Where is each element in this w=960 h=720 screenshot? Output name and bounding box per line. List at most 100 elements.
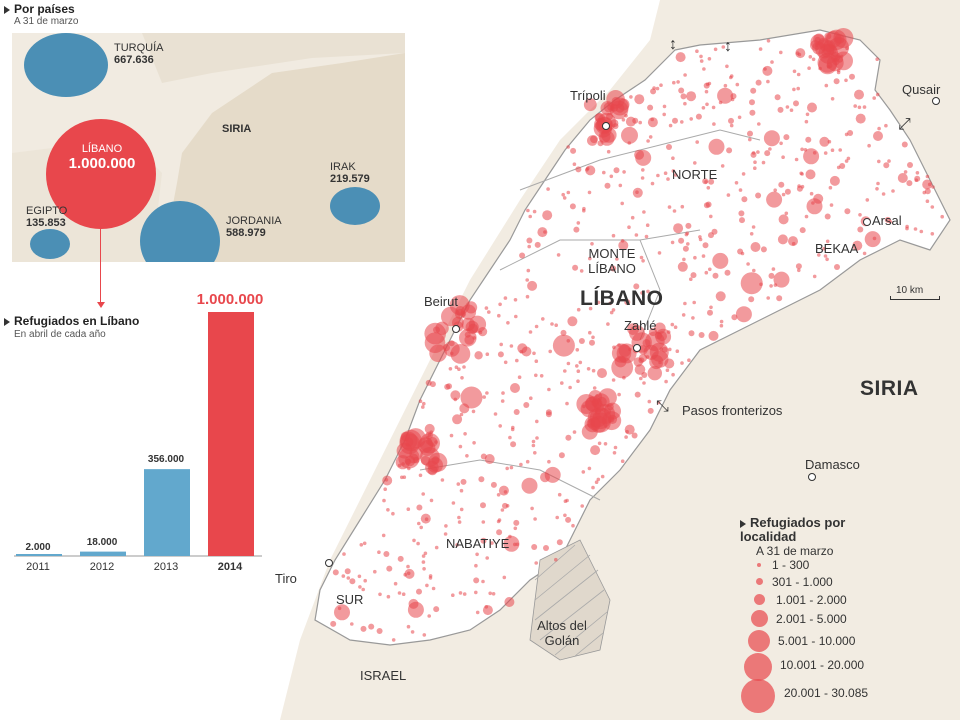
- refugee-dot: [925, 174, 930, 179]
- label-turquia: TURQUÍA 667.636: [114, 42, 164, 66]
- refugee-dot: [746, 262, 750, 266]
- refugee-dot: [682, 257, 686, 262]
- refugee-dot: [853, 104, 857, 108]
- refugee-dot: [747, 130, 753, 137]
- refugee-dot: [671, 169, 676, 173]
- refugee-dot: [503, 535, 520, 552]
- refugee-dot: [695, 113, 702, 120]
- refugee-dot: [795, 263, 802, 270]
- refugee-dot: [443, 532, 448, 536]
- refugee-dot: [729, 123, 734, 128]
- refugee-dot: [688, 330, 695, 337]
- refugee-dot: [862, 251, 867, 256]
- refugee-dot: [763, 130, 780, 147]
- refugee-dot: [460, 478, 467, 485]
- refugee-dot: [750, 87, 757, 94]
- refugee-dot: [662, 112, 666, 117]
- refugee-dot: [450, 344, 471, 364]
- refugee-dot: [906, 180, 913, 187]
- legend-circle-5: [748, 630, 770, 652]
- refugee-dot: [575, 348, 580, 352]
- refugee-dot: [363, 578, 368, 583]
- refugee-dot: [397, 591, 402, 595]
- refugee-dot: [844, 78, 848, 83]
- refugee-dot: [361, 587, 366, 592]
- refugee-dot: [462, 365, 466, 369]
- refugee-dot: [446, 383, 452, 390]
- refugee-dot: [604, 402, 621, 420]
- refugee-dot: [729, 74, 734, 78]
- legend-circle-1: [757, 563, 761, 567]
- refugee-dot: [558, 452, 565, 459]
- refugee-dot: [383, 487, 388, 492]
- refugee-dot: [701, 106, 706, 110]
- refugee-dot: [647, 117, 658, 128]
- refugee-dot: [940, 214, 944, 219]
- refugee-dot: [498, 424, 503, 428]
- bar-year-2014: 2014: [217, 561, 243, 573]
- refugee-dot: [708, 178, 715, 185]
- refugee-dot: [642, 381, 646, 385]
- refugee-dot: [755, 192, 762, 199]
- refugee-dot: [930, 232, 935, 236]
- refugee-dot: [855, 113, 866, 124]
- refugee-dot: [534, 359, 539, 364]
- refugee-dot: [634, 233, 639, 237]
- label-pasos-fronterizos: Pasos fronterizos: [682, 403, 783, 418]
- country-label-israel: ISRAEL: [360, 668, 407, 683]
- refugee-dot: [360, 625, 367, 632]
- refugee-dot: [519, 462, 523, 467]
- refugee-dot: [645, 223, 650, 227]
- refugee-dot: [702, 67, 706, 71]
- refugee-dot: [542, 210, 553, 221]
- refugee-dot: [615, 257, 619, 261]
- refugee-dot: [808, 55, 813, 59]
- refugee-dot: [485, 556, 490, 560]
- refugee-dot: [647, 399, 652, 404]
- refugee-dot: [633, 357, 643, 367]
- refugee-dot: [502, 575, 507, 580]
- refugee-dot: [484, 454, 495, 464]
- refugee-dot: [597, 368, 607, 379]
- label-libano: LÍBANO 1.000.000: [68, 143, 136, 172]
- refugee-dot: [527, 280, 538, 291]
- refugee-dot: [718, 100, 723, 105]
- refugee-dot: [539, 374, 544, 378]
- refugee-dot: [648, 327, 658, 337]
- refugee-dot: [526, 237, 533, 244]
- refugee-dot: [805, 112, 810, 117]
- city-marker-qusair: [932, 97, 940, 105]
- refugee-dot: [708, 267, 712, 272]
- refugee-dot: [677, 261, 688, 272]
- refugee-dot: [817, 253, 821, 257]
- refugee-dot: [805, 136, 812, 143]
- refugee-dot: [454, 365, 459, 370]
- refugee-dot: [611, 356, 634, 379]
- refugee-dot: [689, 277, 693, 282]
- refugee-dot: [588, 256, 592, 261]
- refugee-dot: [342, 552, 346, 556]
- refugee-dot: [705, 102, 709, 107]
- refugee-dot: [527, 244, 531, 249]
- refugee-dot: [633, 283, 640, 290]
- refugee-dot: [730, 93, 737, 100]
- refugee-dot: [834, 51, 853, 71]
- refugee-dot: [509, 465, 514, 470]
- refugee-dot: [704, 89, 709, 94]
- refugee-dot: [588, 306, 593, 311]
- refugee-dot: [617, 392, 621, 397]
- refugee-dot: [621, 126, 638, 144]
- refugee-dot: [644, 234, 649, 239]
- refugee-dot: [534, 324, 539, 329]
- refugee-dot: [797, 268, 801, 273]
- refugee-dot: [505, 466, 510, 471]
- refugee-dot: [796, 72, 801, 77]
- refugee-dot: [737, 115, 742, 120]
- refugee-dot: [755, 79, 762, 86]
- refugee-dot: [829, 203, 834, 207]
- refugee-dot: [431, 586, 436, 591]
- refugee-dot: [515, 542, 520, 547]
- refugee-dot: [608, 301, 613, 306]
- city-beirut: Beirut: [424, 294, 458, 309]
- refugee-dot: [450, 390, 461, 401]
